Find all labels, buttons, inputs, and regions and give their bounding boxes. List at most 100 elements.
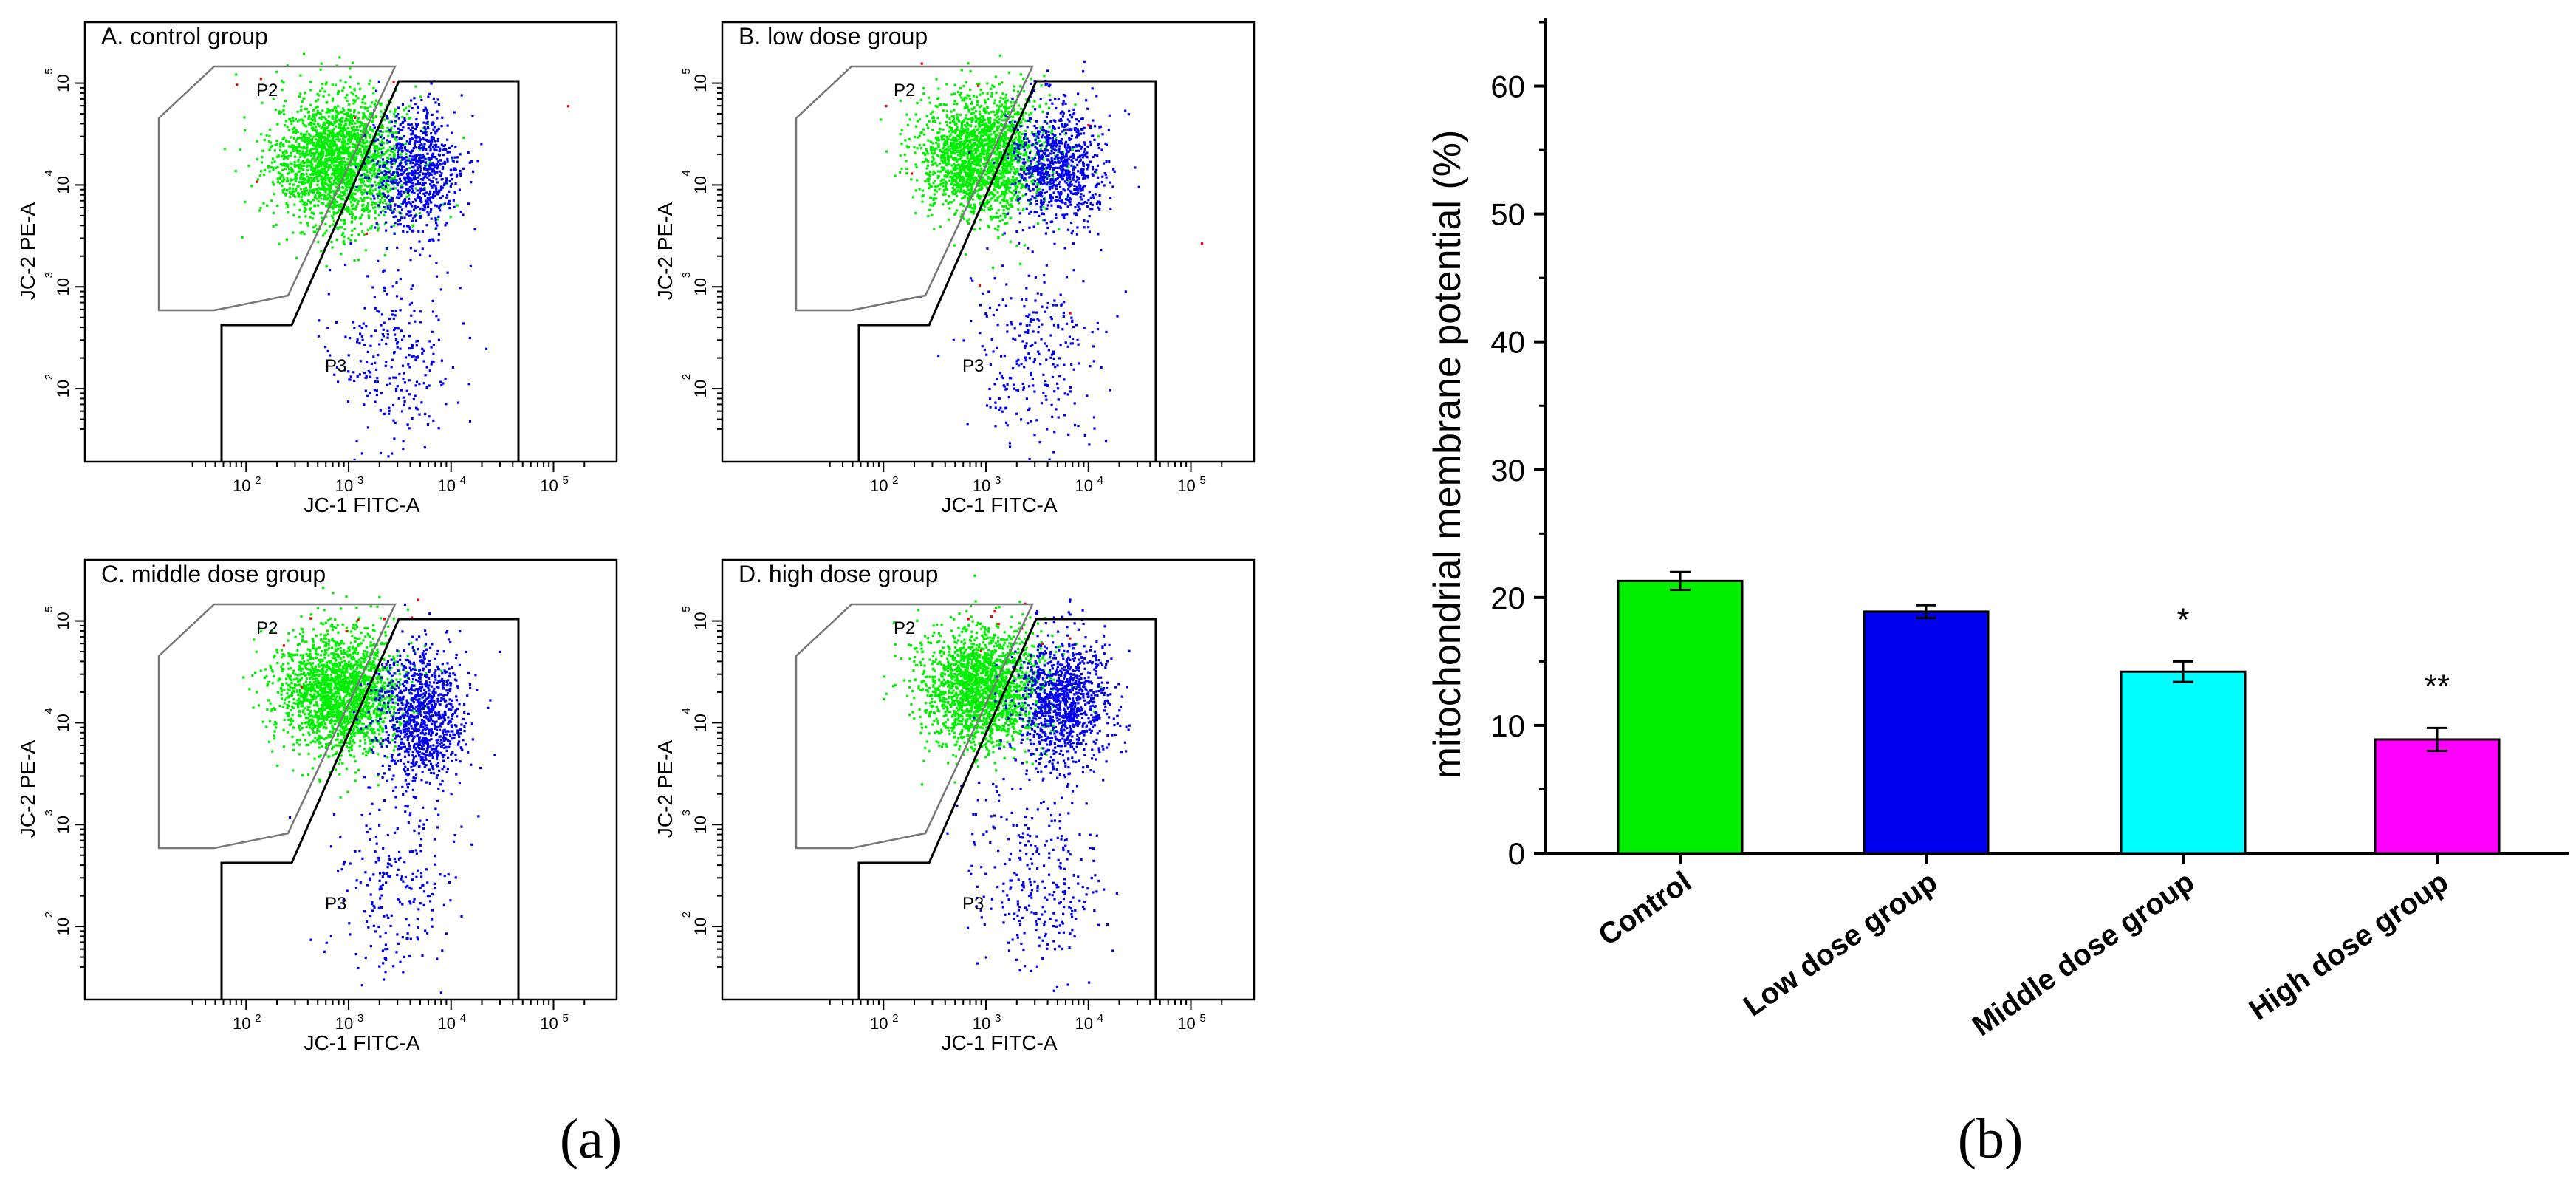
event-dot [333,106,336,109]
event-dot [387,161,390,164]
event-dot [428,178,431,181]
event-dot [333,205,336,208]
event-dot [405,213,408,216]
event-dot [1022,153,1026,156]
event-dot [337,105,340,108]
event-dot [1024,129,1027,132]
event-dot [325,171,328,174]
event-dot [391,159,394,162]
event-dot [390,166,393,169]
event-dot [391,313,394,316]
event-dot [320,153,323,156]
event-dot [411,230,414,233]
event-dot [432,352,435,355]
event-dot [352,203,354,206]
event-dot [352,192,354,195]
event-dot [332,129,335,131]
event-dot [303,194,306,197]
event-dot [448,190,451,193]
event-dot [411,346,414,349]
event-dot [328,192,331,196]
population-p2 [223,52,465,268]
event-dot [286,125,289,129]
event-dot [315,176,318,179]
event-dot [331,97,335,100]
event-dot [954,137,957,140]
event-dot [956,154,959,157]
event-dot [953,130,956,133]
event-dot [984,149,987,152]
event-dot [321,148,323,151]
event-dot [359,134,363,137]
event-dot [965,137,968,140]
event-dot [981,140,984,143]
event-dot [374,163,377,166]
event-dot [965,160,968,163]
event-dot [416,197,419,199]
event-dot [360,213,364,216]
event-dot [967,163,970,166]
event-dot [370,362,373,365]
event-dot [305,172,308,175]
event-dot [1019,179,1022,182]
event-dot [425,148,428,151]
event-dot [326,140,329,143]
event-dot [428,369,431,372]
event-dot [322,150,325,153]
event-dot [309,103,312,106]
event-dot [453,205,456,208]
event-dot [347,354,350,357]
event-dot [317,138,320,142]
event-dot [950,129,953,131]
event-dot [395,146,398,149]
event-dot [993,184,996,188]
event-dot [275,204,279,208]
event-dot [329,140,332,143]
event-dot [436,98,439,101]
event-dot [402,225,405,228]
event-dot [343,150,346,153]
event-dot [952,183,956,186]
event-dot [996,115,1000,118]
event-dot [304,192,307,195]
event-dot [395,115,398,118]
event-dot [321,170,323,173]
event-dot [439,159,442,162]
event-dot [386,333,389,336]
event-dot [918,134,921,137]
event-dot [392,224,395,227]
event-dot [369,79,371,82]
event-dot [992,215,995,219]
event-dot [989,126,992,129]
event-dot [419,165,422,168]
event-dot [409,160,412,163]
event-dot [421,148,425,151]
event-dot [942,151,945,154]
event-dot [347,207,350,210]
event-dot [448,146,451,149]
event-dot [314,126,317,129]
event-dot [1015,177,1018,180]
event-dot [973,210,976,213]
event-dot [361,101,364,104]
event-dot [302,119,305,122]
event-dot [955,194,959,197]
event-dot [361,156,364,159]
event-dot [922,92,925,95]
event-dot [338,171,340,174]
event-dot [991,216,994,219]
event-dot [356,140,359,143]
event-dot [945,114,948,117]
event-dot [399,277,402,281]
event-dot [1022,208,1025,211]
event-dot [394,327,398,330]
event-dot [363,307,366,310]
event-dot [987,117,990,120]
event-dot [352,149,355,152]
event-dot [335,119,338,122]
event-dot [405,205,408,208]
event-dot [432,168,435,171]
event-dot [407,123,410,126]
event-dot [392,171,395,174]
event-dot [399,162,402,165]
